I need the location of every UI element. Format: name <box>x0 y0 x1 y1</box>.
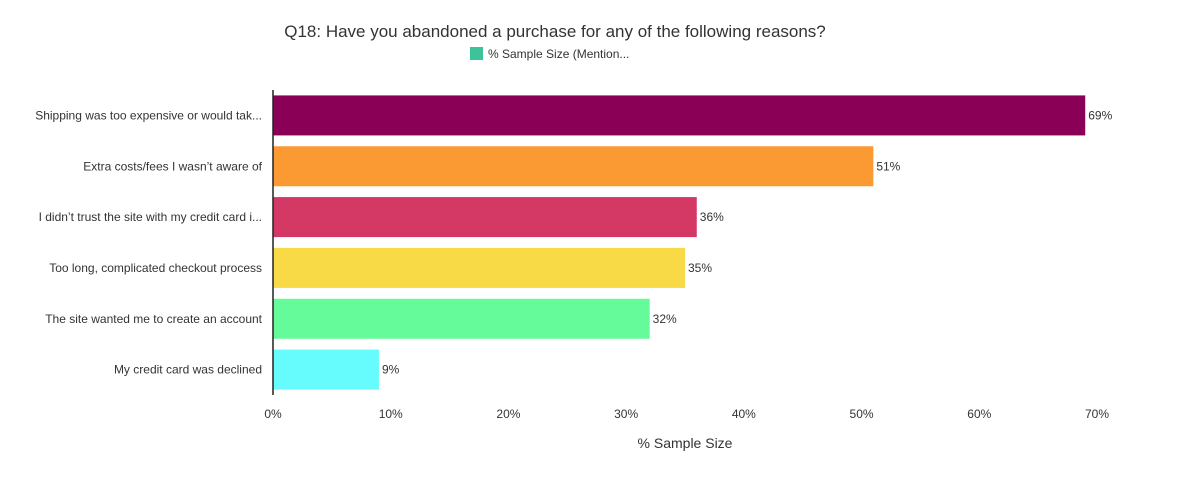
bar[interactable] <box>273 146 874 187</box>
x-tick-label: 40% <box>732 407 756 421</box>
category-label: Extra costs/fees I wasn’t aware of <box>83 159 262 173</box>
legend[interactable]: % Sample Size (Mention... <box>470 47 629 61</box>
legend-swatch <box>470 47 483 60</box>
data-label: 35% <box>688 261 712 275</box>
data-label: 69% <box>1088 108 1112 122</box>
bars: 69% Shipping was too expensive or would t… <box>35 95 1113 390</box>
bar[interactable] <box>273 197 697 238</box>
data-label: 36% <box>700 210 724 224</box>
x-tick-label: 70% <box>1085 407 1109 421</box>
x-tick-label: 50% <box>850 407 874 421</box>
bar[interactable] <box>273 349 379 390</box>
x-axis-title: % Sample Size <box>638 435 733 451</box>
x-tick-label: 30% <box>614 407 638 421</box>
category-label: Too long, complicated checkout process <box>49 261 262 275</box>
data-label: 32% <box>653 312 677 326</box>
x-tick-label: 20% <box>496 407 520 421</box>
category-label: Shipping was too expensive or would tak.… <box>35 108 262 122</box>
x-tick-label: 10% <box>379 407 403 421</box>
chart-title: Q18: Have you abandoned a purchase for a… <box>284 22 826 41</box>
x-tick-label: 60% <box>967 407 991 421</box>
axes: 0% 10% 20% 30% 40% 50% 60% 70% <box>264 90 1109 421</box>
data-label: 9% <box>382 363 400 377</box>
bar[interactable] <box>273 95 1086 136</box>
data-label: 51% <box>876 159 900 173</box>
legend-label: % Sample Size (Mention... <box>488 47 629 61</box>
bar[interactable] <box>273 298 650 339</box>
bar[interactable] <box>273 247 685 288</box>
x-tick-label: 0% <box>264 407 282 421</box>
category-label: My credit card was declined <box>114 363 262 377</box>
category-label: The site wanted me to create an account <box>45 312 262 326</box>
category-label: I didn’t trust the site with my credit c… <box>39 210 262 224</box>
